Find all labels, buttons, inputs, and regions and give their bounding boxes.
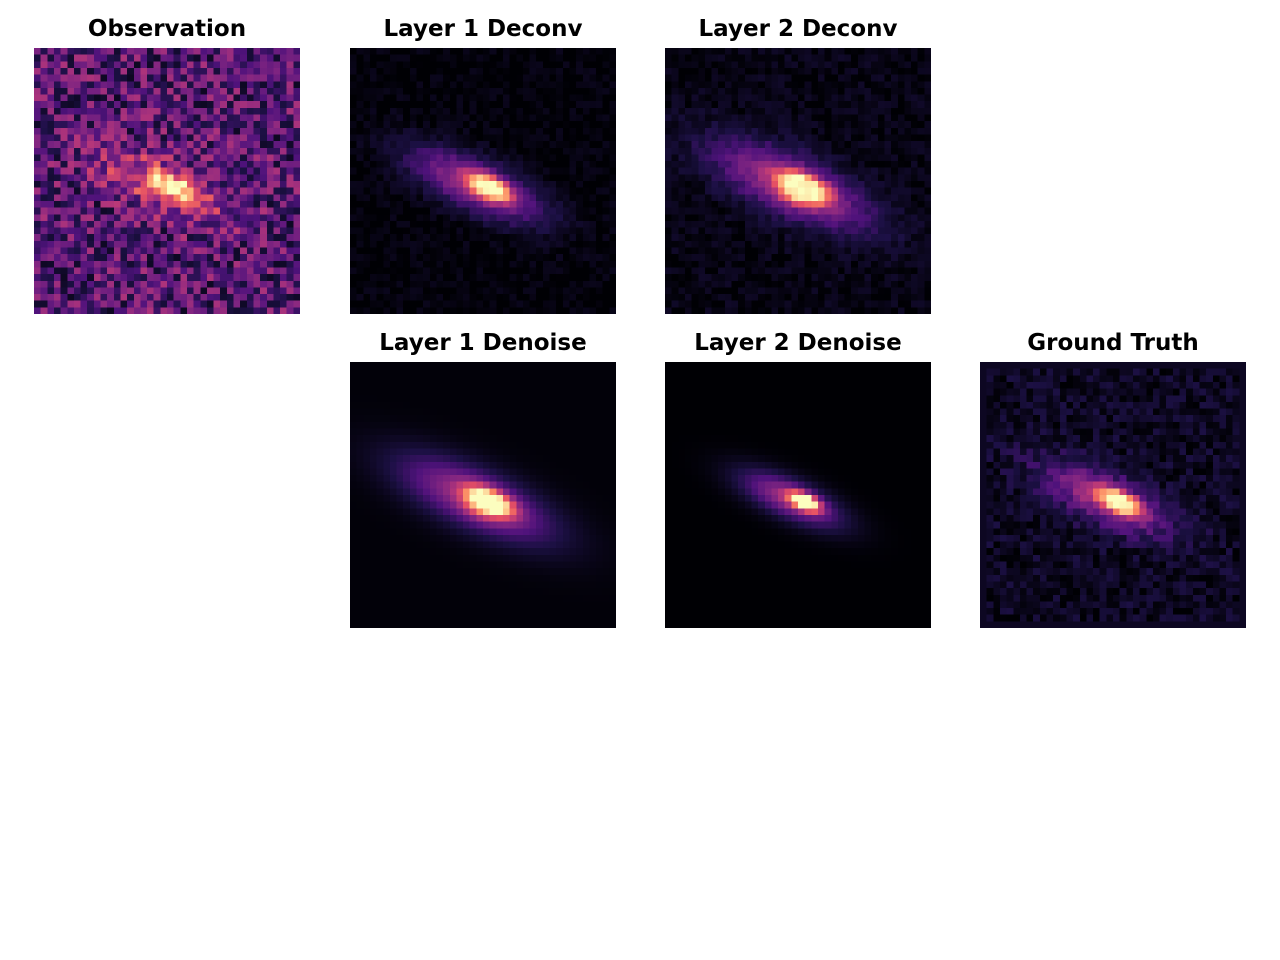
image-layer2-denoise [665,362,931,628]
image-layer1-deconv [350,48,616,314]
image-observation [34,48,300,314]
panel-title-layer2-denoise: Layer 2 Denoise [694,330,902,356]
panel-title-layer1-deconv: Layer 1 Deconv [383,16,583,42]
image-layer2-deconv [665,48,931,314]
panel-title-observation: Observation [87,16,247,42]
image-ground-truth [980,362,1246,628]
panel-title-layer1-denoise: Layer 1 Denoise [379,330,587,356]
image-layer1-denoise [350,362,616,628]
panel-title-layer2-deconv: Layer 2 Deconv [698,16,898,42]
panel-title-ground-truth: Ground Truth [1027,330,1199,356]
